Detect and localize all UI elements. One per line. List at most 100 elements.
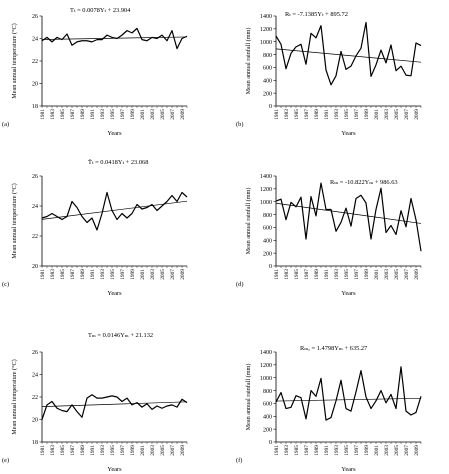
trend-line [275, 202, 422, 224]
chart-panel-5: 18 20 22 24 26 1981 1983 1985 1987 1989 1991 1993 19… [2, 332, 188, 473]
x-tick-label: 1981 [40, 269, 46, 280]
x-tick-label: 1985 [60, 269, 66, 280]
chart-panel-2: 0 200 400 600 800 1000 1200 1400 1981 1983 1985 198… [236, 11, 422, 137]
x-tick-label: 2003 [384, 445, 390, 456]
y-tick-label: 22 [32, 395, 38, 401]
x-tick-label: 2009 [414, 445, 420, 456]
panel-label: (a) [2, 121, 9, 128]
y-tick-label: 800 [263, 389, 272, 395]
x-tick-label: 1995 [344, 109, 350, 120]
trend-equation: T̄ₜ = 0.0418Yₜ + 23.068 [88, 159, 148, 166]
x-tick-label: 2009 [414, 109, 420, 120]
x-tick-label: 1993 [100, 269, 106, 280]
y-tick-label: 800 [263, 213, 272, 219]
y-tick-label: 22 [32, 59, 38, 65]
panel-label: (c) [2, 281, 9, 288]
x-tick-label: 1985 [60, 109, 66, 120]
x-tick-label: 1993 [334, 445, 340, 456]
y-tick-label: 1200 [260, 187, 272, 193]
x-tick-label: 1983 [284, 269, 290, 280]
x-axis-label: Years [341, 466, 356, 473]
x-tick-label: 1997 [354, 109, 360, 120]
x-tick-label: 1997 [354, 269, 360, 280]
y-tick-label: 200 [263, 91, 272, 97]
x-tick-label: 1995 [110, 445, 116, 456]
series-line [41, 27, 188, 50]
y-tick-label: 24 [32, 37, 38, 43]
x-axis-label: Years [341, 290, 356, 297]
y-tick-label: 24 [32, 373, 38, 379]
y-axis-label: Mean annual temperature (°C) [11, 23, 18, 99]
y-tick-label: 26 [32, 350, 38, 356]
x-tick-label: 1989 [314, 269, 320, 280]
y-tick-label: 18 [32, 440, 38, 446]
y-tick-label: 22 [32, 234, 38, 240]
x-tick-label: 1987 [304, 269, 310, 280]
series-line [41, 191, 188, 231]
x-tick-label: 2005 [394, 269, 400, 280]
chart-panel-1: 18 20 22 24 26 1981 1983 1985 1987 1989 1991 1993 19… [2, 7, 188, 137]
x-tick-label: 2001 [374, 269, 380, 280]
x-tick-label: 2003 [150, 445, 156, 456]
trend-line [275, 397, 422, 402]
x-tick-label: 1983 [50, 269, 56, 280]
trend-equation: Rₘ = -10.822Yₘ + 986.63 [330, 179, 398, 186]
x-tick-label: 1995 [344, 445, 350, 456]
panel-label: (e) [2, 457, 9, 464]
y-tick-label: 24 [32, 204, 38, 210]
y-axis-label: Mean annual rainfall (mm) [245, 188, 252, 255]
x-tick-label: 1999 [130, 445, 136, 456]
x-tick-label: 1999 [364, 269, 370, 280]
y-tick-label: 1400 [260, 350, 272, 356]
trend-equation: Rₘₐ = 1.4798Yₘ + 635.27 [300, 345, 368, 352]
trend-equation: Tₘ = 0.0146Yₘ + 21.132 [88, 332, 153, 339]
y-tick-label: 800 [263, 53, 272, 59]
chart-panel-3: 20 22 24 26 1981 1983 1985 1987 1989 1991 1993 1995… [2, 159, 188, 297]
chart-panel-6: 0 200 400 600 800 1000 1200 1400 1981 1983 1985 198… [236, 345, 422, 473]
series-line [41, 394, 188, 420]
panel-label: (f) [236, 457, 242, 464]
x-tick-label: 1983 [50, 445, 56, 456]
series-line [275, 366, 422, 421]
x-tick-label: 1997 [354, 445, 360, 456]
y-axis-label: Mean annual rainfall (mm) [245, 28, 252, 95]
x-tick-label: 1989 [80, 109, 86, 120]
x-tick-label: 2005 [160, 269, 166, 280]
y-tick-label: 200 [263, 427, 272, 433]
x-tick-label: 1981 [40, 445, 46, 456]
x-axis-label: Years [341, 130, 356, 137]
x-tick-label: 1989 [80, 269, 86, 280]
x-tick-label: 2001 [374, 445, 380, 456]
x-tick-label: 1985 [294, 109, 300, 120]
y-tick-label: 600 [263, 66, 272, 72]
x-tick-label: 2009 [180, 445, 186, 456]
x-tick-label: 2001 [140, 445, 146, 456]
y-tick-label: 1200 [260, 363, 272, 369]
x-tick-label: 1991 [324, 109, 330, 120]
x-axis-label: Years [107, 290, 122, 297]
y-tick-label: 0 [269, 264, 272, 270]
x-tick-label: 1999 [364, 109, 370, 120]
x-tick-label: 2003 [384, 109, 390, 120]
x-tick-label: 2007 [170, 109, 176, 120]
x-tick-label: 1987 [304, 445, 310, 456]
y-tick-label: 18 [32, 104, 38, 110]
x-tick-label: 1981 [274, 445, 280, 456]
y-tick-label: 200 [263, 251, 272, 257]
x-tick-label: 1995 [110, 269, 116, 280]
x-tick-label: 2001 [140, 109, 146, 120]
x-tick-label: 1991 [324, 445, 330, 456]
x-tick-label: 2005 [394, 445, 400, 456]
x-tick-label: 2001 [140, 269, 146, 280]
x-tick-label: 2007 [404, 445, 410, 456]
x-tick-label: 1993 [334, 109, 340, 120]
y-tick-label: 400 [263, 414, 272, 420]
y-tick-label: 0 [269, 104, 272, 110]
y-tick-label: 400 [263, 78, 272, 84]
x-tick-label: 1999 [130, 109, 136, 120]
x-tick-label: 2007 [170, 445, 176, 456]
x-axis-label: Years [107, 466, 122, 473]
trend-line [41, 401, 188, 407]
x-tick-label: 1991 [90, 445, 96, 456]
